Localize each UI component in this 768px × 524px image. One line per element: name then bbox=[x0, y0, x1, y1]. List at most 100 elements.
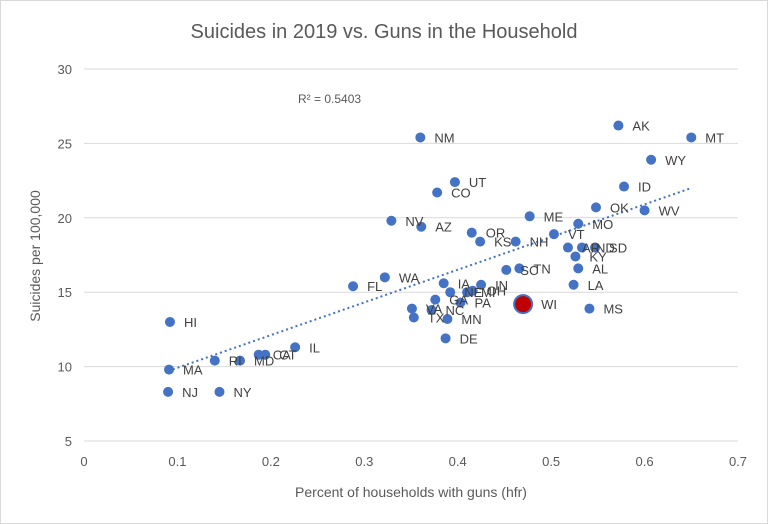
point-label: OK bbox=[610, 200, 629, 215]
data-point bbox=[475, 236, 486, 247]
data-point bbox=[426, 305, 437, 316]
point-label: MI bbox=[481, 285, 495, 300]
x-tick-label: 0.1 bbox=[168, 454, 186, 469]
point-label: OR bbox=[486, 226, 506, 241]
point-label: IN bbox=[495, 278, 508, 293]
data-point bbox=[164, 316, 175, 327]
data-point bbox=[576, 242, 587, 253]
data-point bbox=[639, 205, 650, 216]
data-point bbox=[214, 386, 225, 397]
x-axis-label: Percent of households with guns (hfr) bbox=[295, 484, 527, 500]
point-label: IL bbox=[309, 340, 320, 355]
y-axis-label: Suicides per 100,000 bbox=[27, 190, 43, 322]
data-point bbox=[568, 279, 579, 290]
point-label: MN bbox=[461, 312, 481, 327]
point-label: CO bbox=[451, 186, 471, 201]
data-point bbox=[467, 285, 478, 296]
x-tick-label: 0.7 bbox=[729, 454, 747, 469]
point-label: CT bbox=[279, 348, 296, 363]
point-label: AR bbox=[582, 241, 600, 256]
data-point-highlight bbox=[513, 294, 534, 315]
point-label: TX bbox=[428, 310, 445, 325]
data-point bbox=[619, 181, 630, 192]
x-tick-label: 0.6 bbox=[636, 454, 654, 469]
x-tick-label: 0.5 bbox=[542, 454, 560, 469]
data-point bbox=[501, 264, 512, 275]
chart-title: Suicides in 2019 vs. Guns in the Househo… bbox=[191, 21, 578, 43]
point-label: AZ bbox=[435, 220, 452, 235]
data-point bbox=[449, 177, 460, 188]
x-tick-label: 0.3 bbox=[355, 454, 373, 469]
data-point bbox=[573, 263, 584, 274]
point-label: MO bbox=[592, 217, 613, 232]
data-point bbox=[573, 218, 584, 229]
point-label: TN bbox=[533, 261, 550, 276]
point-label: PA bbox=[475, 296, 492, 311]
data-point bbox=[570, 251, 581, 262]
point-label: ME bbox=[544, 209, 564, 224]
point-label: KS bbox=[494, 235, 512, 250]
data-point bbox=[646, 154, 657, 165]
point-label: NH bbox=[530, 235, 549, 250]
x-tick-label: 0.2 bbox=[262, 454, 280, 469]
data-point bbox=[476, 279, 487, 290]
point-label: HI bbox=[184, 315, 197, 330]
data-point bbox=[260, 349, 271, 360]
data-point bbox=[524, 211, 535, 222]
data-point bbox=[209, 355, 220, 366]
point-label: LA bbox=[588, 278, 604, 293]
point-label: UT bbox=[469, 175, 486, 190]
point-label: MA bbox=[183, 363, 203, 378]
point-label: NC bbox=[446, 303, 465, 318]
data-point bbox=[406, 303, 417, 314]
point-label: GA bbox=[449, 293, 468, 308]
data-point bbox=[386, 215, 397, 226]
point-label: MT bbox=[705, 130, 724, 145]
point-label: NM bbox=[434, 130, 454, 145]
data-point bbox=[514, 263, 525, 274]
data-point bbox=[408, 312, 419, 323]
y-tick-label: 30 bbox=[58, 62, 72, 77]
point-label: ID bbox=[638, 180, 651, 195]
data-point bbox=[290, 342, 301, 353]
data-point bbox=[466, 227, 477, 238]
point-label: DE bbox=[460, 331, 478, 346]
data-point bbox=[590, 242, 601, 253]
y-tick-label: 20 bbox=[58, 211, 72, 226]
point-label: VA bbox=[426, 302, 443, 317]
data-point bbox=[432, 187, 443, 198]
data-point bbox=[416, 221, 427, 232]
point-label: WV bbox=[659, 203, 680, 218]
x-tick-label: 0 bbox=[80, 454, 87, 469]
point-label: KY bbox=[589, 249, 607, 264]
y-tick-label: 5 bbox=[65, 434, 72, 449]
y-tick-label: 15 bbox=[58, 285, 72, 300]
data-point bbox=[548, 229, 559, 240]
data-point bbox=[510, 236, 521, 247]
y-tick-label: 10 bbox=[58, 360, 72, 375]
point-label: WA bbox=[399, 270, 420, 285]
point-label: SD bbox=[609, 241, 627, 256]
data-point bbox=[562, 242, 573, 253]
data-point bbox=[430, 294, 441, 305]
point-label: FL bbox=[367, 279, 382, 294]
point-label: RI bbox=[229, 354, 242, 369]
data-point bbox=[235, 355, 246, 366]
point-label: WY bbox=[665, 153, 686, 168]
point-label: AL bbox=[592, 261, 608, 276]
point-label: ND bbox=[596, 241, 615, 256]
x-axis-ticks: 0 0.1 0.2 0.3 0.4 0.5 0.6 0.7 bbox=[80, 454, 747, 469]
point-label: AK bbox=[632, 119, 650, 134]
point-label: WI bbox=[541, 297, 557, 312]
data-point bbox=[445, 287, 456, 298]
y-tick-label: 25 bbox=[58, 136, 72, 151]
data-point bbox=[584, 303, 595, 314]
data-point bbox=[438, 278, 449, 289]
data-point bbox=[455, 297, 466, 308]
point-label: NV bbox=[405, 214, 423, 229]
data-point bbox=[440, 333, 451, 344]
data-point bbox=[348, 281, 359, 292]
data-points bbox=[163, 120, 697, 397]
